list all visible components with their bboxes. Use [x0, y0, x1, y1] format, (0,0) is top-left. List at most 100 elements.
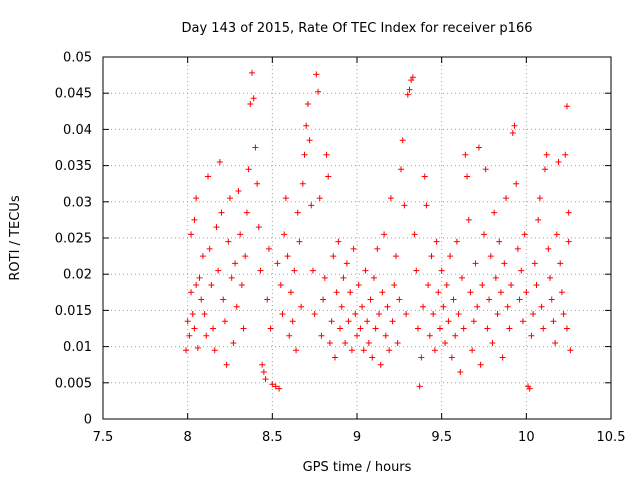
data-point: [376, 311, 383, 318]
data-point: [557, 260, 564, 267]
axis-ticks: 0 0.005 0.01 0.015 0.02 0.025 0.03 0.035 0.04 0.0…: [55, 51, 626, 446]
data-point: [309, 267, 316, 274]
data-point: [533, 282, 540, 289]
x-tick-label: 8.5: [262, 430, 283, 445]
data-point: [414, 325, 421, 332]
data-point: [504, 303, 511, 310]
y-tick-label: 0.01: [63, 340, 92, 355]
data-point: [333, 289, 340, 296]
data-point: [467, 289, 474, 296]
data-point: [406, 86, 413, 93]
data-point: [243, 209, 250, 216]
data-point: [223, 361, 230, 368]
data-point: [282, 195, 289, 202]
data-point: [326, 339, 333, 346]
data-point: [331, 354, 338, 361]
data-point: [330, 253, 337, 260]
data-point: [350, 245, 357, 252]
data-point: [530, 311, 537, 318]
data-point: [221, 318, 228, 325]
data-point: [276, 385, 283, 392]
data-point: [201, 311, 208, 318]
data-point: [250, 95, 257, 102]
data-point: [503, 195, 510, 202]
data-point: [565, 238, 572, 245]
data-point: [284, 253, 291, 260]
data-point: [506, 325, 513, 332]
data-point: [199, 253, 206, 260]
x-tick-label: 9: [353, 430, 361, 445]
data-point: [364, 318, 371, 325]
data-point: [370, 274, 377, 281]
data-point: [343, 260, 350, 267]
data-point: [553, 231, 560, 238]
data-point: [550, 318, 557, 325]
data-points: [182, 69, 574, 392]
data-point: [189, 311, 196, 318]
data-point: [477, 361, 484, 368]
data-point: [303, 122, 310, 129]
data-point: [560, 311, 567, 318]
data-point: [501, 260, 508, 267]
data-point: [433, 238, 440, 245]
data-point: [381, 231, 388, 238]
data-point: [487, 253, 494, 260]
data-point: [315, 88, 322, 95]
data-point: [352, 311, 359, 318]
data-point: [337, 325, 344, 332]
data-point: [384, 303, 391, 310]
data-point: [460, 325, 467, 332]
data-point: [452, 332, 459, 339]
data-point: [482, 166, 489, 173]
data-point: [438, 267, 445, 274]
data-point: [306, 137, 313, 144]
data-point: [538, 303, 545, 310]
data-point: [345, 318, 352, 325]
data-point: [289, 318, 296, 325]
x-axis-label: GPS time / hours: [303, 460, 412, 475]
data-point: [387, 195, 394, 202]
data-point: [509, 130, 516, 137]
data-point: [508, 282, 515, 289]
data-point: [563, 103, 570, 110]
data-point: [301, 151, 308, 158]
data-point: [563, 325, 570, 332]
data-point: [238, 282, 245, 289]
y-tick-label: 0.04: [63, 123, 92, 138]
data-point: [265, 245, 272, 252]
data-point: [547, 274, 554, 281]
data-point: [394, 339, 401, 346]
data-point: [526, 385, 533, 392]
data-point: [469, 347, 476, 354]
data-point: [499, 354, 506, 361]
data-point: [235, 187, 242, 194]
x-tick-label: 10.5: [597, 430, 626, 445]
data-point: [281, 231, 288, 238]
data-point: [188, 231, 195, 238]
data-point: [191, 216, 198, 223]
data-point: [277, 282, 284, 289]
data-point: [545, 245, 552, 252]
data-point: [269, 381, 276, 388]
data-point: [536, 195, 543, 202]
data-point: [198, 296, 205, 303]
data-point: [535, 216, 542, 223]
data-point: [257, 267, 264, 274]
data-point: [354, 332, 360, 339]
data-point: [225, 238, 232, 245]
data-point: [230, 339, 237, 346]
data-point: [492, 274, 499, 281]
data-point: [321, 274, 328, 281]
data-point: [567, 347, 574, 354]
data-point: [565, 209, 572, 216]
data-point: [215, 267, 222, 274]
data-point: [555, 158, 562, 165]
y-tick-label: 0.02: [63, 268, 92, 283]
gridlines: [103, 57, 611, 419]
data-point: [413, 267, 420, 274]
y-tick-label: 0: [84, 413, 92, 428]
data-point: [367, 296, 374, 303]
data-point: [188, 289, 195, 296]
